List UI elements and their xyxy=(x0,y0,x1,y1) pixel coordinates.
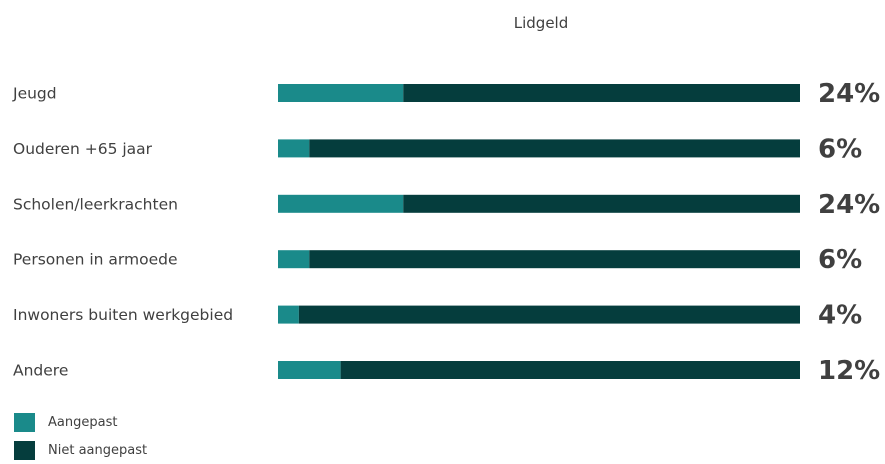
data-label-scholen-leerkrachten: 24% xyxy=(818,190,880,220)
legend-label-aangepast: Aangepast xyxy=(48,414,118,430)
data-label-jeugd: 24% xyxy=(818,79,880,109)
bar-niet-aangepast-scholen-leerkrachten xyxy=(403,194,800,213)
category-label-andere: Andere xyxy=(13,362,68,380)
legend: Aangepast Niet aangepast xyxy=(14,408,147,464)
legend-swatch-aangepast xyxy=(14,412,35,432)
bar-niet-aangepast-jeugd xyxy=(403,84,800,102)
chart-title: Lidgeld xyxy=(513,14,569,32)
category-label-scholen-leerkrachten: Scholen/leerkrachten xyxy=(13,195,178,213)
legend-swatch-niet-aangepast xyxy=(14,440,35,460)
data-label-inwoners-buiten-werkgebied: 4% xyxy=(818,301,862,331)
bar-niet-aangepast-andere xyxy=(340,361,800,379)
legend-item-aangepast: Aangepast xyxy=(14,408,147,436)
bar-niet-aangepast-ouderen-65-jaar xyxy=(309,139,800,158)
category-label-personen-in-armoede: Personen in armoede xyxy=(13,251,178,269)
bar-chart: Jeugd 24% Ouderen +65 jaar 6% Scholen/leerkr… xyxy=(12,79,880,386)
legend-item-niet-aangepast: Niet aangepast xyxy=(14,436,147,464)
bar-aangepast-jeugd xyxy=(278,84,404,102)
data-label-ouderen-65-jaar: 6% xyxy=(818,134,862,164)
bar-aangepast-ouderen-65-jaar xyxy=(278,139,310,158)
data-label-andere: 12% xyxy=(818,356,880,386)
category-label-jeugd: Jeugd xyxy=(12,85,57,103)
legend-label-niet-aangepast: Niet aangepast xyxy=(48,442,148,458)
bar-aangepast-inwoners-buiten-werkgebied xyxy=(278,305,299,324)
category-label-inwoners-buiten-werkgebied: Inwoners buiten werkgebied xyxy=(13,306,233,324)
data-label-personen-in-armoede: 6% xyxy=(818,245,862,275)
bar-aangepast-andere xyxy=(278,361,341,379)
bar-aangepast-scholen-leerkrachten xyxy=(278,194,404,213)
bar-aangepast-personen-in-armoede xyxy=(278,250,310,269)
bar-niet-aangepast-inwoners-buiten-werkgebied xyxy=(298,305,800,324)
bar-niet-aangepast-personen-in-armoede xyxy=(309,250,800,269)
category-label-ouderen-65-jaar: Ouderen +65 jaar xyxy=(13,140,153,158)
